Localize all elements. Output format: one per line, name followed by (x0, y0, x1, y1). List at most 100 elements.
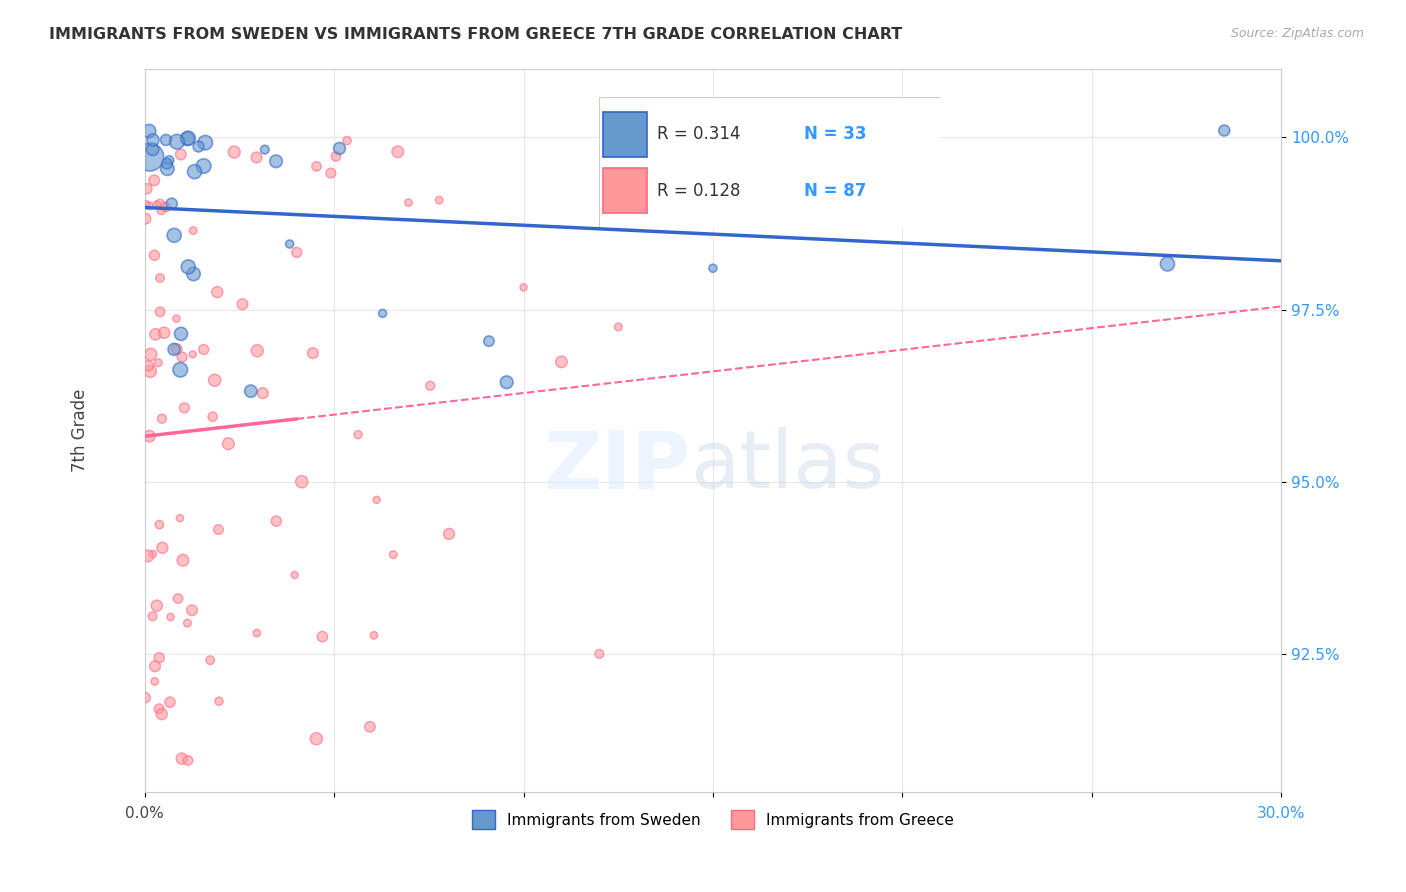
Point (607, 319, 630, 334)
Point (136, 359, 159, 373)
Point (177, 260, 200, 274)
Point (285, 245, 308, 260)
Point (160, 196, 183, 211)
Point (478, 334, 501, 348)
Point (181, 224, 204, 238)
Point (208, 694, 231, 708)
Point (207, 523, 229, 537)
Point (207, 285, 229, 300)
Point (363, 628, 385, 642)
Point (149, 305, 172, 319)
Point (264, 154, 287, 169)
Point (437, 527, 460, 541)
Y-axis label: 7th Grade: 7th Grade (72, 389, 89, 472)
Point (193, 159, 215, 173)
Point (181, 603, 204, 617)
Point (138, 429, 160, 443)
Point (139, 150, 162, 164)
Point (136, 549, 159, 563)
Point (139, 364, 162, 378)
Point (201, 409, 224, 424)
Point (173, 401, 195, 415)
Point (150, 411, 173, 425)
Point (172, 350, 194, 364)
Text: ZIP: ZIP (543, 427, 690, 506)
Text: 30.0%: 30.0% (1257, 805, 1305, 821)
Text: atlas: atlas (690, 427, 884, 506)
Point (134, 211, 156, 226)
Point (193, 343, 215, 357)
Point (177, 131, 200, 145)
Point (169, 511, 191, 525)
Legend: Immigrants from Sweden, Immigrants from Greece: Immigrants from Sweden, Immigrants from … (465, 804, 960, 835)
Point (419, 378, 441, 392)
Point (311, 630, 333, 644)
Point (135, 197, 157, 211)
Point (371, 306, 394, 320)
Point (163, 343, 186, 357)
Point (150, 707, 173, 722)
Point (183, 267, 205, 281)
Point (495, 376, 517, 390)
Point (588, 647, 610, 661)
Point (291, 475, 314, 489)
Point (382, 548, 405, 562)
Point (148, 702, 170, 716)
Point (183, 164, 205, 178)
Point (149, 196, 172, 211)
Point (170, 147, 193, 161)
Point (366, 492, 388, 507)
Point (359, 720, 381, 734)
Point (264, 514, 287, 528)
Point (176, 132, 198, 146)
Point (143, 173, 166, 187)
Point (152, 541, 174, 555)
Point (163, 228, 186, 243)
Point (143, 248, 166, 262)
Point (166, 135, 188, 149)
Point (347, 427, 370, 442)
Point (157, 153, 180, 168)
Point (170, 326, 193, 341)
Point (138, 199, 160, 213)
Point (239, 384, 262, 399)
Point (143, 674, 166, 689)
Point (177, 754, 200, 768)
Point (148, 650, 170, 665)
Point (138, 124, 160, 138)
Point (302, 346, 325, 360)
Point (149, 271, 172, 285)
Point (134, 690, 156, 705)
Point (200, 653, 222, 667)
Point (702, 261, 724, 276)
Point (319, 166, 342, 180)
Point (204, 373, 226, 387)
Point (253, 143, 276, 157)
Point (142, 609, 165, 624)
Point (512, 280, 534, 294)
Point (170, 752, 193, 766)
Point (165, 311, 187, 326)
Point (427, 193, 450, 207)
Point (278, 237, 301, 252)
Point (176, 616, 198, 631)
Point (146, 599, 169, 613)
Text: IMMIGRANTS FROM SWEDEN VS IMMIGRANTS FROM GREECE 7TH GRADE CORRELATION CHART: IMMIGRANTS FROM SWEDEN VS IMMIGRANTS FRO… (49, 27, 903, 42)
Point (245, 150, 267, 164)
Point (252, 386, 274, 401)
Point (284, 568, 307, 582)
Point (1213, 123, 1236, 137)
Point (172, 553, 194, 567)
Point (187, 139, 209, 153)
Point (246, 343, 269, 358)
Point (246, 626, 269, 640)
Point (155, 133, 177, 147)
Point (167, 591, 190, 606)
Point (166, 342, 188, 356)
Point (325, 149, 347, 163)
Point (224, 145, 246, 160)
Point (305, 159, 328, 173)
Point (169, 363, 191, 377)
Point (156, 161, 179, 176)
Text: Source: ZipAtlas.com: Source: ZipAtlas.com (1230, 27, 1364, 40)
